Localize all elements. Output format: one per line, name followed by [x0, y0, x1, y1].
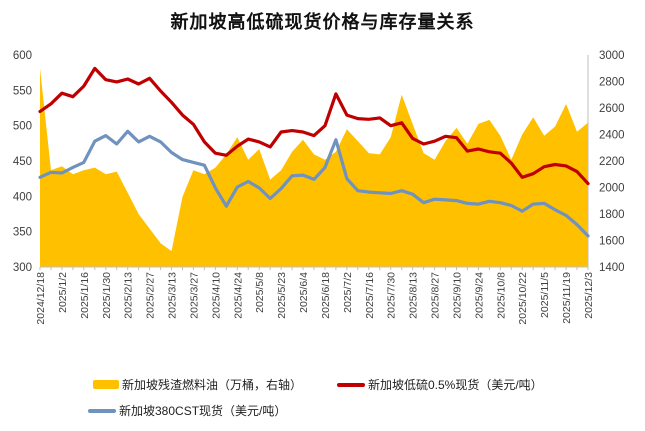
x-axis-label: 2025/12/3: [583, 272, 595, 319]
legend-item-inventory-area: 新加坡残渣燃料油（万桶，右轴）: [93, 376, 302, 393]
legend-item-380cst-line: 新加坡380CST现货（美元/吨）: [88, 402, 286, 419]
y-axis-left-label: 500: [13, 121, 32, 133]
y-axis-left-label: 350: [13, 227, 32, 239]
x-axis-label: 2025/3/13: [167, 272, 179, 319]
y-axis-left-label: 400: [13, 191, 32, 203]
y-axis-right-label: 1800: [599, 209, 625, 221]
x-axis-label: 2025/1/16: [79, 272, 91, 319]
y-axis-right-label: 2800: [599, 77, 625, 89]
x-axis-label: 2025/10/8: [495, 272, 507, 319]
y-axis-right-label: 3000: [599, 50, 625, 62]
x-axis-label: 2025/4/10: [210, 272, 222, 319]
low-sulfur-price-line: [38, 66, 590, 186]
y-axis-right-label: 1400: [599, 262, 625, 274]
legend-label-low-sulfur: 新加坡低硫0.5%现货（美元/吨）: [368, 378, 543, 392]
x-axis-label: 2025/10/22: [517, 272, 529, 325]
x-axis-label: 2025/9/24: [473, 272, 485, 319]
x-axis-label: 2025/8/27: [430, 272, 442, 319]
legend-label-inventory: 新加坡残渣燃料油（万桶，右轴）: [122, 378, 303, 392]
x-axis-label: 2025/5/23: [276, 272, 288, 319]
x-axis-label: 2025/1/30: [101, 272, 113, 319]
y-axis-left-label: 450: [13, 156, 32, 168]
x-axis-label: 2025/7/2: [342, 272, 354, 313]
legend-label-380cst: 新加坡380CST现货（美元/吨）: [119, 404, 287, 418]
x-axis-label: 2025/7/30: [386, 272, 398, 319]
x-axis-label: 2025/2/13: [123, 272, 135, 319]
low-sulfur-line-swatch: [337, 382, 365, 387]
inventory-area-series: [40, 68, 588, 267]
y-axis-right-label: 2000: [599, 183, 625, 195]
y-axis-left-label: 550: [13, 85, 32, 97]
cst380-line-swatch: [88, 408, 116, 413]
x-axis-label: 2025/11/19: [561, 272, 573, 324]
y-axis-right-label: 2400: [599, 130, 625, 142]
x-axis-label: 2025/3/27: [188, 272, 200, 319]
x-axis-label: 2025/9/10: [452, 272, 464, 319]
x-axis-label: 2025/6/18: [320, 272, 332, 319]
x-axis-label: 2025/4/24: [232, 272, 244, 319]
x-axis-label: 2025/11/5: [539, 272, 551, 318]
x-axis-label: 2025/5/8: [254, 272, 266, 313]
y-axis-left-label: 300: [13, 262, 32, 274]
y-axis-right-label: 1600: [599, 236, 625, 248]
x-axis-label: 2025/2/27: [145, 272, 157, 319]
legend-item-low-sulfur-line: 新加坡低硫0.5%现货（美元/吨）: [337, 376, 543, 393]
inventory-area-swatch: [93, 380, 119, 389]
x-axis-label: 2025/8/13: [408, 272, 420, 319]
chart-title: 新加坡高低硫现货价格与库存量关系: [170, 12, 475, 32]
x-axis-label: 2025/6/4: [298, 272, 310, 313]
y-axis-right-label: 2200: [599, 156, 625, 168]
x-axis-label: 2025/7/16: [364, 272, 376, 319]
x-axis-label: 2025/1/2: [57, 272, 69, 313]
cst380-price-line: [38, 129, 590, 238]
x-axis-label: 2024/12/18: [35, 272, 47, 325]
price-inventory-chart: 600 550 500 450 400 350 300 3000 2800 2600 2400 220…: [13, 50, 625, 325]
y-axis-left-label: 600: [13, 50, 32, 62]
y-axis-right-label: 2600: [599, 103, 625, 115]
